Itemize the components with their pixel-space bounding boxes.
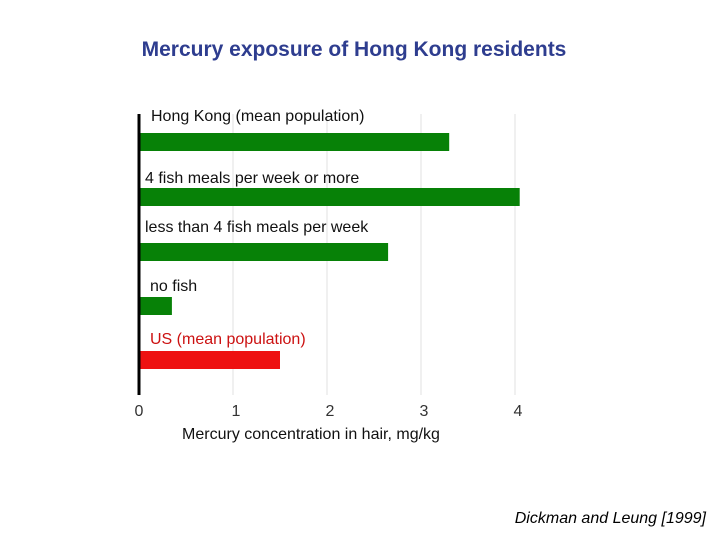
category-label: 4 fish meals per week or more xyxy=(145,170,359,187)
x-tick-labels: 0 1 2 3 4 xyxy=(135,403,523,420)
bar xyxy=(139,188,520,206)
x-tick-label: 4 xyxy=(514,403,523,420)
category-label: US (mean population) xyxy=(150,331,306,348)
bar xyxy=(139,243,389,261)
source-citation: Dickman and Leung [1999] xyxy=(514,510,706,527)
x-axis-title: Mercury concentration in hair, mg/kg xyxy=(182,426,440,443)
x-tick-label: 0 xyxy=(135,403,144,420)
bars xyxy=(139,133,520,369)
chart-title: Mercury exposure of Hong Kong residents xyxy=(141,38,567,61)
bar xyxy=(139,133,450,151)
category-label: less than 4 fish meals per week xyxy=(145,219,369,236)
bar xyxy=(139,297,172,315)
bar xyxy=(139,351,280,369)
x-tick-label: 1 xyxy=(232,403,241,420)
x-tick-label: 3 xyxy=(420,403,429,420)
category-label: no fish xyxy=(150,278,197,295)
category-labels: Hong Kong (mean population) 4 fish meals … xyxy=(145,108,369,348)
x-tick-label: 2 xyxy=(326,403,335,420)
category-label: Hong Kong (mean population) xyxy=(151,108,364,125)
